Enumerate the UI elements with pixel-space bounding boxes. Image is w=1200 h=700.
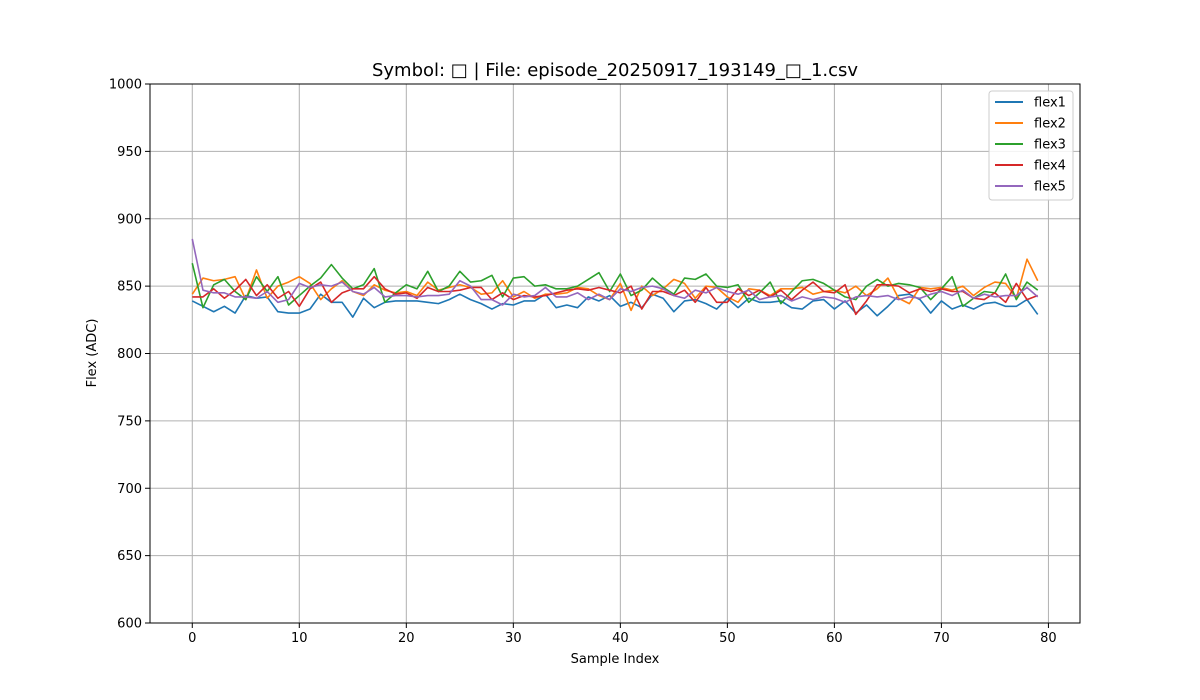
chart-title: Symbol: □ | File: episode_20250917_19314… (372, 60, 858, 81)
y-axis-ticks: 600 650 700 750 800 850 900 950 1000 (109, 78, 150, 632)
series-line-flex1 (191, 293, 1039, 318)
x-tick-label: 80 (1040, 631, 1057, 646)
legend-label-flex3: flex3 (1034, 138, 1066, 153)
legend-label-flex1: flex1 (1034, 96, 1066, 111)
x-tick-label: 0 (188, 631, 196, 646)
series-line-flex5 (191, 238, 1039, 306)
y-tick-label: 900 (117, 212, 142, 227)
x-tick-label: 40 (612, 631, 629, 646)
series-line-flex3 (191, 263, 1039, 309)
y-tick-label: 700 (117, 482, 142, 497)
legend-label-flex2: flex2 (1034, 117, 1066, 132)
legend-label-flex5: flex5 (1034, 180, 1066, 195)
x-tick-label: 10 (291, 631, 308, 646)
x-tick-label: 30 (505, 631, 522, 646)
series-lines (191, 238, 1039, 318)
x-tick-label: 50 (719, 631, 736, 646)
x-tick-label: 20 (398, 631, 415, 646)
y-tick-label: 800 (117, 347, 142, 362)
legend: flex1 flex2 flex3 flex4 flex5 (988, 90, 1074, 201)
x-tick-label: 60 (826, 631, 843, 646)
y-tick-label: 600 (117, 617, 142, 632)
y-tick-label: 850 (117, 280, 142, 295)
x-tick-label: 70 (933, 631, 950, 646)
y-tick-label: 950 (117, 145, 142, 160)
x-axis-ticks: 0 10 20 30 40 50 60 70 80 (188, 623, 1057, 646)
y-tick-label: 650 (117, 549, 142, 564)
y-tick-label: 1000 (109, 78, 142, 93)
legend-label-flex4: flex4 (1034, 159, 1066, 174)
y-axis-label: Flex (ADC) (85, 319, 100, 388)
series-line-flex4 (192, 275, 1039, 316)
y-tick-label: 750 (117, 414, 142, 429)
legend-box (988, 90, 1074, 201)
x-axis-label: Sample Index (571, 652, 660, 667)
